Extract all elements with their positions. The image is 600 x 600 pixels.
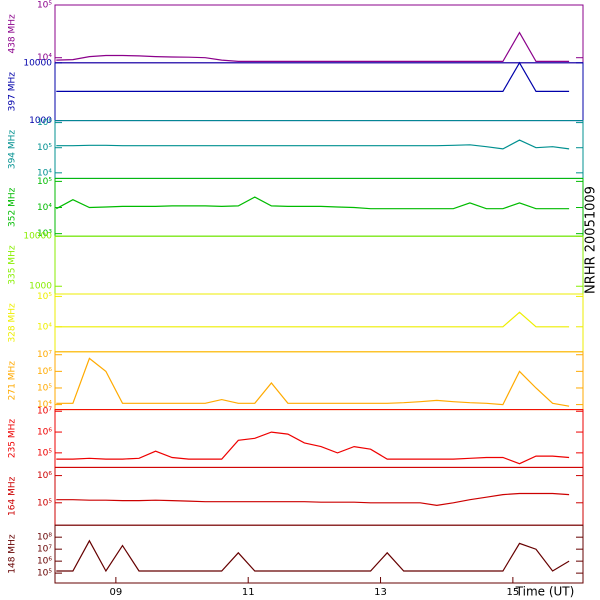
data-line <box>56 31 570 62</box>
x-axis-label: Time (UT) <box>515 585 575 599</box>
y-tick-label: 10⁸ <box>37 533 52 543</box>
y-tick-label: 10⁴ <box>37 203 52 213</box>
y-tick-label: 10⁵ <box>37 498 52 508</box>
y-tick-label: 10⁷ <box>37 545 52 555</box>
y-tick-label: 10⁵ <box>37 448 52 458</box>
y-tick-label: 10⁷ <box>37 407 52 417</box>
y-tick-label: 10⁶ <box>37 557 52 567</box>
y-axis-label: 235 MHz <box>8 419 18 459</box>
y-tick-label: 10⁶ <box>37 118 52 128</box>
panel-frame <box>54 4 584 64</box>
y-tick-label: 1000 <box>29 116 52 126</box>
x-tick-label: 15 <box>506 587 519 598</box>
y-tick-label: 10⁵ <box>37 569 52 579</box>
y-tick-label: 10000 <box>23 58 52 68</box>
y-tick-label: 10⁴ <box>37 53 52 63</box>
panel-frame <box>54 120 584 179</box>
x-tick-label: 09 <box>110 587 123 598</box>
y-axis-label: 328 MHz <box>8 303 18 343</box>
y-axis-label: 352 MHz <box>8 187 18 227</box>
y-tick-label: 10⁶ <box>37 471 52 481</box>
y-axis-label: 148 MHz <box>8 534 18 574</box>
y-axis-label: 394 MHz <box>8 130 18 170</box>
data-line <box>56 311 570 328</box>
y-tick-label: 10000 <box>23 232 52 242</box>
y-tick-label: 10⁵ <box>37 1 52 11</box>
y-axis-label: 271 MHz <box>8 361 18 401</box>
y-axis-label: 164 MHz <box>8 476 18 516</box>
panel-frame <box>54 466 584 526</box>
y-axis-label: 335 MHz <box>8 245 18 285</box>
y-tick-label: 10⁶ <box>37 428 52 438</box>
data-line <box>56 139 570 150</box>
y-tick-label: 10⁵ <box>37 177 52 187</box>
data-line <box>56 357 570 407</box>
y-tick-label: 10³ <box>37 229 52 239</box>
y-tick-label: 1000 <box>29 282 52 292</box>
y-tick-label: 10⁵ <box>37 292 52 302</box>
panel-frame <box>54 293 584 353</box>
y-tick-label: 10⁴ <box>37 322 52 332</box>
panel-frame <box>54 235 584 295</box>
panel-frame <box>54 524 584 584</box>
y-tick-label: 10⁴ <box>37 400 52 410</box>
data-line <box>56 431 570 465</box>
x-tick-label: 13 <box>374 587 387 598</box>
y-tick-label: 10⁵ <box>37 383 52 393</box>
y-axis-label: 438 MHz <box>8 14 18 54</box>
panel-frame <box>54 351 584 411</box>
y-tick-label: 10⁷ <box>37 350 52 360</box>
x-tick-label: 11 <box>242 587 255 598</box>
side-label: NRHR 20051009 <box>584 186 599 294</box>
data-line <box>56 492 570 507</box>
y-axis-label: 397 MHz <box>8 72 18 112</box>
y-tick-label: 10⁶ <box>37 367 52 377</box>
panel-frame <box>54 177 584 237</box>
y-tick-label: 10⁵ <box>37 143 52 153</box>
data-line <box>56 61 570 92</box>
y-tick-label: 10⁴ <box>37 168 52 178</box>
data-line <box>56 539 570 573</box>
data-line <box>56 196 570 210</box>
